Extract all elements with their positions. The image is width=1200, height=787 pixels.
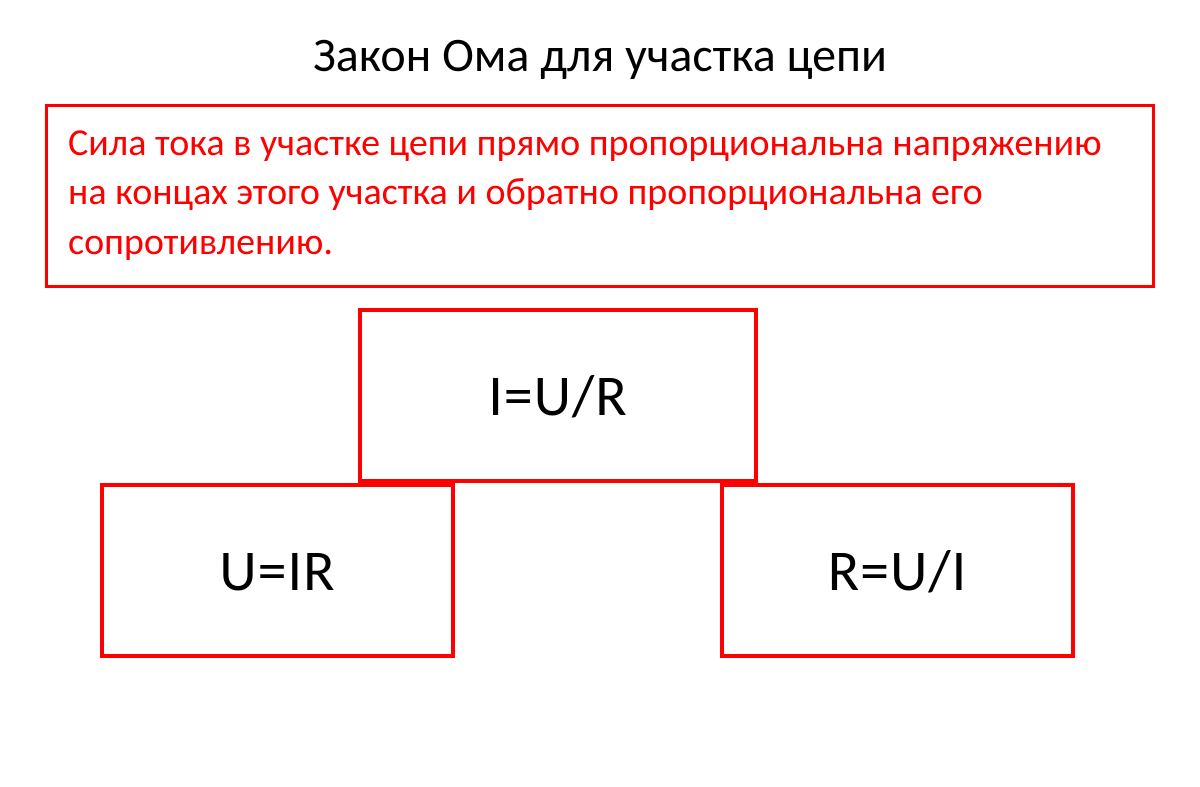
formula-box-right: R=U/I bbox=[720, 483, 1075, 658]
page-title: Закон Ома для участка цепи bbox=[0, 0, 1200, 84]
definition-box: Сила тока в участке цепи прямо пропорцио… bbox=[45, 104, 1155, 288]
formula-resistance: R=U/I bbox=[828, 535, 968, 606]
formula-box-top: I=U/R bbox=[358, 308, 758, 483]
formula-box-left: U=IR bbox=[100, 483, 455, 658]
formula-area: I=U/R U=IR R=U/I bbox=[0, 288, 1200, 718]
formula-current: I=U/R bbox=[488, 360, 628, 431]
formula-voltage: U=IR bbox=[219, 535, 335, 606]
definition-text: Сила тока в участке цепи прямо пропорцио… bbox=[68, 119, 1132, 267]
